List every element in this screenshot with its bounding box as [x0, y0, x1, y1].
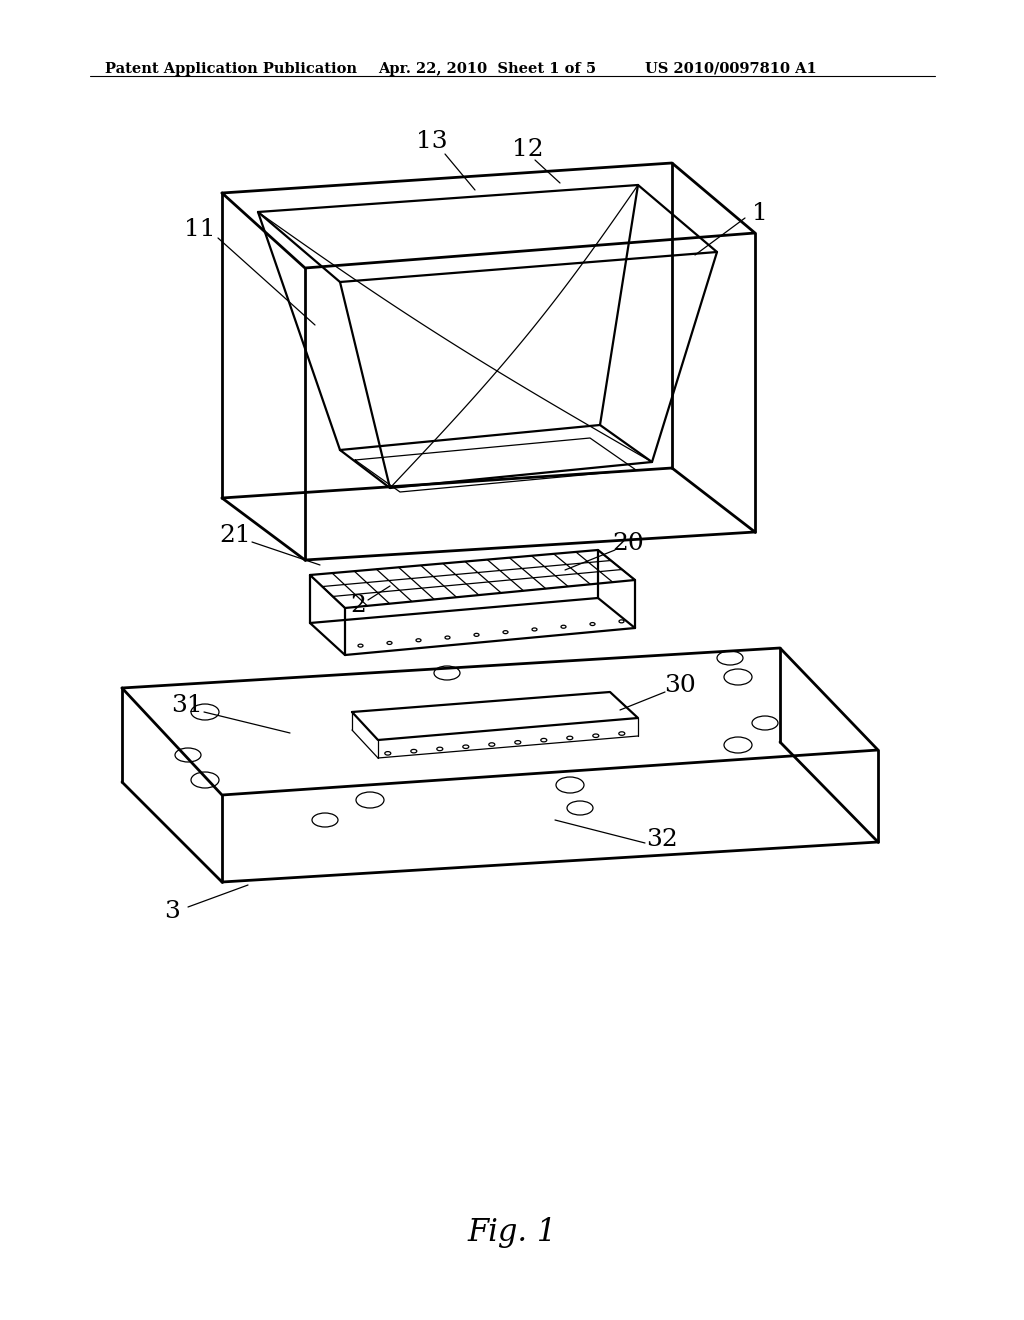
Text: 1: 1 — [752, 202, 768, 224]
Text: 31: 31 — [171, 693, 203, 717]
Text: 30: 30 — [665, 673, 696, 697]
Text: 20: 20 — [612, 532, 644, 554]
Text: Patent Application Publication: Patent Application Publication — [105, 62, 357, 77]
Text: Fig. 1: Fig. 1 — [467, 1217, 557, 1247]
Text: 11: 11 — [184, 219, 216, 242]
Text: 2: 2 — [350, 594, 366, 616]
Text: Apr. 22, 2010  Sheet 1 of 5: Apr. 22, 2010 Sheet 1 of 5 — [378, 62, 596, 77]
Text: 13: 13 — [416, 131, 447, 153]
Text: 12: 12 — [512, 139, 544, 161]
Text: 21: 21 — [219, 524, 251, 546]
Text: US 2010/0097810 A1: US 2010/0097810 A1 — [645, 62, 817, 77]
Text: 3: 3 — [164, 900, 180, 924]
Text: 32: 32 — [646, 829, 678, 851]
